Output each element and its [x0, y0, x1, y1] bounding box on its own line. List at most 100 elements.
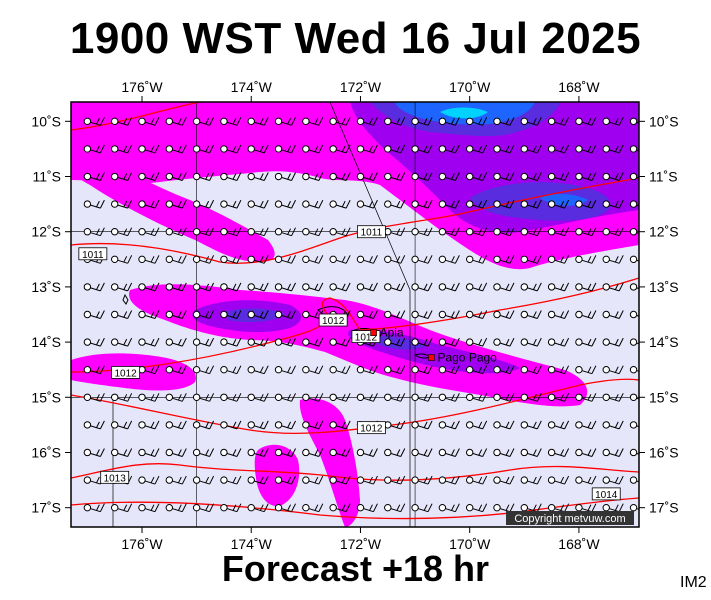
- wind-barb: [575, 503, 597, 513]
- wind-barb: [411, 475, 433, 485]
- wind-barb: [465, 117, 488, 126]
- wind-barb: [438, 365, 460, 375]
- wind-barb: [329, 282, 351, 292]
- wind-barb: [247, 282, 269, 292]
- wind-barb: [302, 475, 324, 485]
- isobars: [71, 102, 639, 520]
- wind-barb: [247, 310, 269, 319]
- wind-barb: [411, 117, 433, 126]
- wind-barb: [384, 282, 406, 292]
- wind-barb: [465, 310, 488, 319]
- wind-barb: [602, 117, 624, 126]
- wind-barb: [192, 255, 215, 264]
- wind-barb: [356, 475, 378, 485]
- isobar-1012: [71, 277, 639, 373]
- wind-barb: [83, 144, 105, 154]
- lat-tick-label-right: 13˚S: [649, 279, 679, 295]
- svg-text:1011: 1011: [361, 228, 383, 239]
- wind-barb: [274, 337, 296, 347]
- wind-barb: [192, 503, 215, 513]
- isobar-label: 1013: [100, 470, 130, 484]
- wind-barb: [165, 282, 187, 292]
- wind-barb: [493, 255, 515, 264]
- wind-barb: [411, 420, 433, 430]
- wind-barb: [165, 227, 187, 237]
- wind-barb: [547, 117, 570, 126]
- wind-barb: [520, 172, 542, 181]
- lon-tick-label-bottom: 168˚W: [558, 536, 600, 552]
- wind-barb: [438, 199, 460, 209]
- wind-barb: [438, 393, 460, 402]
- wind-barb: [138, 337, 160, 347]
- wind-barb: [465, 337, 488, 347]
- wind-barb: [83, 282, 105, 292]
- wind-barb: [356, 503, 378, 513]
- lat-tick-label-right: 16˚S: [649, 444, 679, 460]
- svg-text:1013: 1013: [104, 473, 127, 484]
- wind-barb: [575, 117, 597, 126]
- wind-barb: [138, 144, 160, 154]
- wind-barb: [384, 448, 406, 457]
- wind-barb: [493, 117, 515, 126]
- wind-barb: [547, 282, 570, 292]
- wind-barb: [547, 475, 570, 485]
- copyright-text: Copyright metvuw.com: [514, 513, 625, 525]
- wind-barb: [247, 255, 269, 264]
- wind-barb: [110, 337, 133, 347]
- wind-barb: [575, 475, 597, 485]
- wind-barb: [575, 227, 597, 237]
- wind-barb: [192, 337, 215, 347]
- wind-barb: [438, 255, 460, 264]
- wind-barb: [274, 393, 296, 402]
- lat-tick-label-right: 15˚S: [649, 389, 679, 405]
- svg-text:1012: 1012: [322, 316, 345, 327]
- wind-barb: [220, 337, 242, 347]
- wind-barb: [110, 420, 133, 430]
- wind-barb: [247, 393, 269, 402]
- wind-barb: [629, 393, 639, 401]
- wind-barb: [329, 393, 351, 402]
- wind-barb: [575, 144, 597, 154]
- wind-barb: [520, 227, 542, 237]
- wind-barb: [302, 227, 324, 237]
- svg-text:1011: 1011: [82, 250, 104, 261]
- wind-barb: [547, 393, 570, 402]
- wind-barb: [411, 172, 433, 181]
- wind-barb: [356, 282, 378, 292]
- wind-barb: [247, 337, 269, 347]
- lat-tick-label-left: 15˚S: [31, 389, 61, 405]
- wind-barb: [520, 475, 542, 485]
- wind-barb: [493, 503, 515, 513]
- wind-barb: [247, 144, 269, 154]
- wind-barb: [356, 310, 378, 319]
- wind-barb: [110, 393, 133, 402]
- wind-barb: [83, 448, 105, 457]
- wind-barb: [384, 393, 406, 402]
- wind-barb: [438, 503, 460, 513]
- wind-barb: [602, 337, 624, 347]
- wind-barb: [629, 228, 639, 236]
- wind-barb: [138, 282, 160, 292]
- wind-barb: [165, 420, 187, 430]
- wind-barb: [138, 448, 160, 457]
- wind-barb: [493, 475, 515, 485]
- wind-barb: [493, 172, 515, 181]
- wind-barb: [83, 337, 105, 347]
- wind-barb: [247, 365, 269, 375]
- wind-barb: [602, 199, 624, 209]
- wind-barb: [356, 172, 378, 181]
- wind-barb: [629, 255, 639, 264]
- wind-barb: [493, 227, 515, 237]
- wind-barb: [602, 393, 624, 402]
- wind-barb: [520, 337, 542, 347]
- wind-barb: [356, 393, 378, 402]
- wind-barb: [520, 310, 542, 319]
- lat-tick-label-left: 14˚S: [31, 334, 61, 350]
- wind-barb: [110, 199, 133, 209]
- wind-barb: [520, 117, 542, 126]
- wind-barb: [547, 199, 570, 209]
- wind-barb: [384, 337, 406, 347]
- wind-barb: [411, 144, 433, 154]
- wind-barb: [247, 227, 269, 237]
- wind-barb: [274, 475, 296, 485]
